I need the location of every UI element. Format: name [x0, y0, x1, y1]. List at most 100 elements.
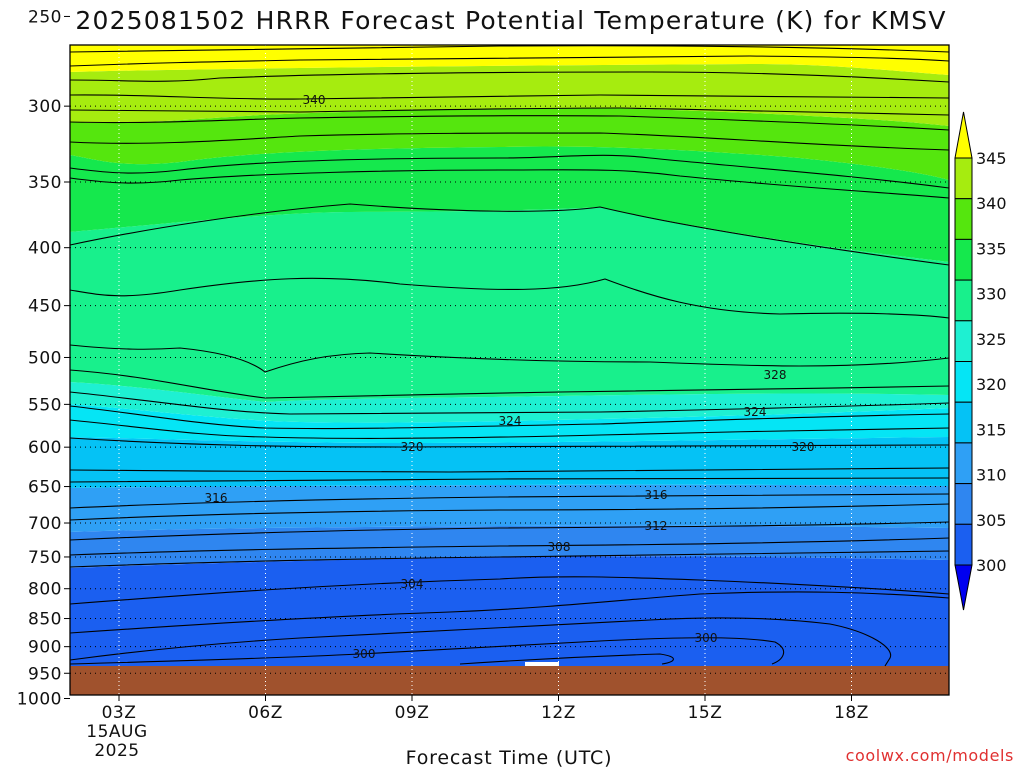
- colorbar-label-320: 320: [976, 375, 1007, 394]
- y-tick-label-1000: 1000: [17, 690, 62, 710]
- colorbar-label-325: 325: [976, 330, 1007, 349]
- colorbar-top-arrow: [954, 111, 973, 159]
- isotherm-line-11: [70, 344, 949, 373]
- temperature-band-4: [70, 437, 949, 488]
- colorbar-segment-3: [954, 279, 973, 322]
- contour-label-316: 316: [205, 491, 228, 505]
- isotherm-line-21: [70, 521, 949, 541]
- x-axis-label: Forecast Time (UTC): [406, 747, 613, 768]
- isotherm-line-15: [70, 419, 949, 440]
- x-tick-label-18Z: 18Z: [834, 703, 869, 723]
- y-tick-label-650: 650: [28, 478, 62, 498]
- colorbar-segment-5: [954, 361, 973, 403]
- isotherm-line-10: [70, 277, 949, 319]
- colorbar-segment-9: [954, 523, 973, 566]
- temperature-band-9: [70, 108, 949, 180]
- isotherm-line-1: [70, 55, 949, 67]
- temperature-band-7: [70, 207, 949, 402]
- x-tick-label-15Z: 15Z: [688, 703, 723, 723]
- colorbar-label-335: 335: [976, 239, 1007, 258]
- contour-labels: 340 328 324 324 320 320 316 316 312 308 304 300 300: [205, 93, 815, 661]
- isotherm-line-27: [70, 637, 785, 665]
- isotherm-line-18: [70, 477, 949, 483]
- isotherm-line-25: [70, 591, 949, 634]
- temperature-band-6: [70, 382, 949, 423]
- y-tick-label-500: 500: [28, 348, 62, 368]
- isotherm-line-28: [459, 653, 674, 665]
- contour-label-300: 300: [695, 631, 718, 645]
- colorbar-label-315: 315: [976, 420, 1007, 439]
- contour-label-320: 320: [401, 440, 424, 454]
- chart-title: 2025081502 HRRR Forecast Potential Tempe…: [75, 6, 946, 35]
- y-tick-label-950: 950: [28, 664, 62, 684]
- colorbar-segment-0: [954, 157, 973, 200]
- colorbar-label-345: 345: [976, 149, 1007, 168]
- isotherm-line-6: [70, 132, 949, 151]
- temperature-band-3: [70, 484, 949, 532]
- colorbar-segment-2: [954, 238, 973, 281]
- isotherm-line-8: [70, 169, 949, 199]
- ground-fill: [70, 666, 949, 695]
- isotherm-line-13: [70, 391, 949, 415]
- colorbar-label-330: 330: [976, 285, 1007, 304]
- colorbar-segment-6: [954, 401, 973, 444]
- contour-label-324: 324: [499, 414, 522, 428]
- contour-label-328: 328: [764, 368, 787, 382]
- colorbar-bottom-arrow: [954, 564, 973, 611]
- contour-label-304: 304: [401, 577, 424, 591]
- x-tick-label-03Z: 03Z: [102, 703, 137, 723]
- temperature-band-8: [70, 146, 949, 262]
- x-tick-label-12Z: 12Z: [541, 703, 576, 723]
- contour-label-340: 340: [303, 93, 326, 107]
- x-tick-date: 15AUG: [86, 722, 147, 742]
- colorbar-segment-8: [954, 483, 973, 525]
- y-axis: 250 300 350 400 450 500 550 600 650 700 750 800 850 9…: [17, 7, 70, 710]
- credit-text: coolwx.com/models: [846, 746, 1014, 765]
- isotherm-line-5: [70, 115, 949, 131]
- y-tick-label-900: 900: [28, 638, 62, 658]
- colorbar-label-300: 300: [976, 556, 1007, 575]
- isotherm-line-14: [70, 405, 949, 430]
- isotherm-line-2: [70, 71, 949, 83]
- contour-label-320: 320: [792, 440, 815, 454]
- y-tick-label-250: 250: [28, 7, 62, 27]
- y-tick-label-550: 550: [28, 395, 62, 415]
- y-tick-label-850: 850: [28, 610, 62, 630]
- colorbar-label-305: 305: [976, 511, 1007, 530]
- plot-frame: [69, 44, 950, 696]
- isotherm-line-4: [70, 107, 949, 116]
- temperature-fill-bands: [70, 45, 949, 666]
- isotherm-line-17: [70, 467, 949, 473]
- y-tick-label-600: 600: [28, 438, 62, 458]
- y-tick-label-700: 700: [28, 514, 62, 534]
- isotherm-line-24: [70, 576, 949, 605]
- contour-label-300: 300: [353, 647, 376, 661]
- y-tick-label-800: 800: [28, 580, 62, 600]
- colorbar-segment-7: [954, 442, 973, 485]
- isotherm-line-12: [70, 369, 949, 399]
- isotherm-line-7: [70, 154, 949, 189]
- contour-label-316: 316: [645, 488, 668, 502]
- isotherm-line-20: [70, 503, 949, 521]
- y-tick-label-350: 350: [28, 173, 62, 193]
- colorbar-segment-1: [954, 198, 973, 240]
- isotherm-line-26: [70, 617, 892, 667]
- contour-label-324: 324: [744, 405, 767, 419]
- temperature-band-11: [70, 45, 949, 75]
- colorbar-label-310: 310: [976, 466, 1007, 485]
- y-tick-label-450: 450: [28, 297, 62, 317]
- y-tick-label-400: 400: [28, 239, 62, 259]
- contour-label-308: 308: [548, 540, 571, 554]
- y-tick-label-300: 300: [28, 97, 62, 117]
- y-tick-label-750: 750: [28, 548, 62, 568]
- temperature-band-5: [70, 404, 949, 443]
- colorbar-label-340: 340: [976, 194, 1007, 213]
- x-tick-label-06Z: 06Z: [248, 703, 283, 723]
- contour-label-312: 312: [645, 519, 668, 533]
- x-tick-year: 2025: [94, 741, 139, 761]
- color-bar: 345 340 335 330 325 320 315 310 305 300: [954, 111, 1007, 611]
- isotherm-line-22: [70, 537, 949, 556]
- grid-lines: [70, 45, 949, 695]
